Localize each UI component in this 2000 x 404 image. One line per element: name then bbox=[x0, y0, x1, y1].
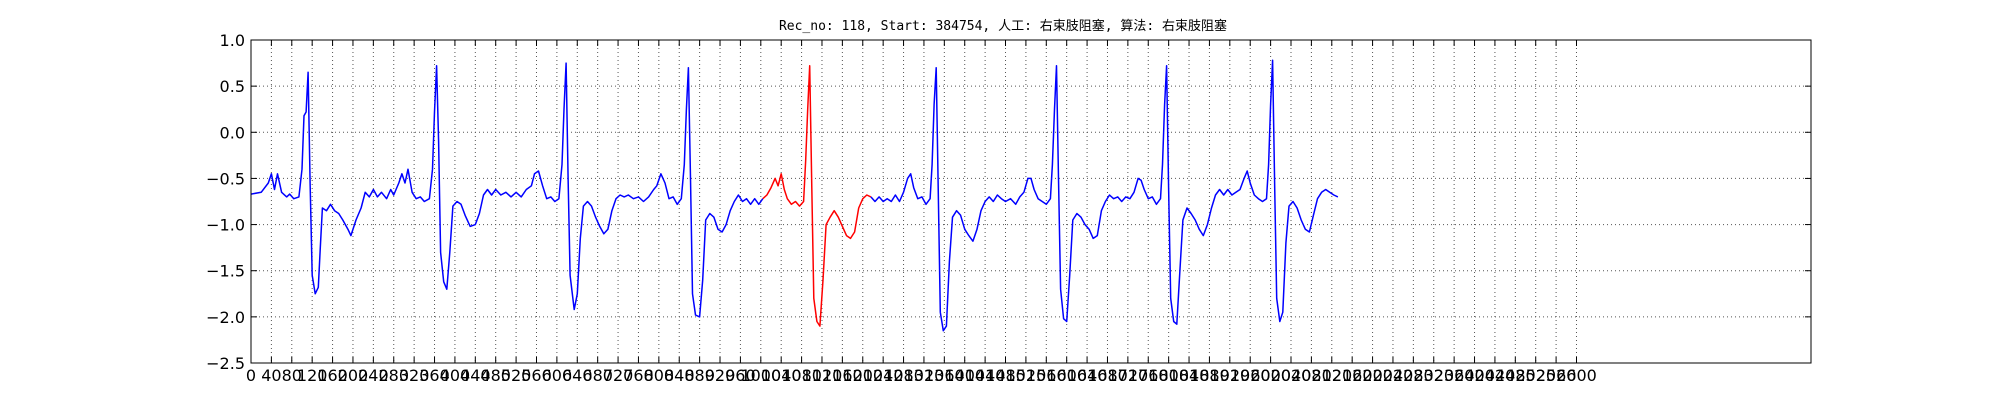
x-tick-label: 1760 bbox=[1128, 366, 1169, 385]
x-tick-label: 2080 bbox=[1291, 366, 1332, 385]
x-tick-label: 1680 bbox=[1087, 366, 1128, 385]
series-line-1 bbox=[762, 65, 872, 327]
x-tick-label: 2200 bbox=[1352, 366, 1393, 385]
y-axis-ticks: 1.0 0.5 0.0 −0.5 −1.0 −1.5 −2.0 −2.5 bbox=[206, 31, 1811, 373]
x-tick-label: 1640 bbox=[1067, 366, 1108, 385]
x-tick-label: 1200 bbox=[842, 366, 883, 385]
x-tick-label: 2160 bbox=[1332, 366, 1373, 385]
x-tick-label: 1040 bbox=[761, 366, 802, 385]
x-axis-ticks: 0 40 8012016020024028032036040044048052056… bbox=[246, 40, 1597, 385]
x-tick-label: 2560 bbox=[1536, 366, 1577, 385]
x-tick-label: 2000 bbox=[1250, 366, 1291, 385]
x-tick-label: 1360 bbox=[924, 366, 965, 385]
x-tick-label: 240 bbox=[358, 366, 389, 385]
x-tick-label: 1960 bbox=[1230, 366, 1271, 385]
x-tick-label: 1000 bbox=[740, 366, 781, 385]
y-tick-label: 0.0 bbox=[220, 123, 245, 142]
x-tick-label: 840 bbox=[664, 366, 695, 385]
x-tick-label: 2280 bbox=[1393, 366, 1434, 385]
x-tick-label: 560 bbox=[521, 366, 552, 385]
x-tick-label: 2040 bbox=[1271, 366, 1312, 385]
x-tick-label: 2480 bbox=[1495, 366, 1536, 385]
x-tick-label: 520 bbox=[501, 366, 532, 385]
x-tick-label: 1880 bbox=[1189, 366, 1230, 385]
x-tick-label: 1400 bbox=[944, 366, 985, 385]
x-tick-label: 2320 bbox=[1413, 366, 1454, 385]
x-tick-label: 1280 bbox=[883, 366, 924, 385]
x-tick-label: 2120 bbox=[1311, 366, 1352, 385]
x-tick-label: 1520 bbox=[1006, 366, 1047, 385]
x-tick-label: 760 bbox=[623, 366, 654, 385]
series-line-0 bbox=[250, 62, 764, 318]
x-tick-label: 1080 bbox=[781, 366, 822, 385]
x-tick-label: 400 bbox=[440, 366, 471, 385]
x-tick-label: 360 bbox=[419, 366, 450, 385]
x-tick-label: 1600 bbox=[1046, 366, 1087, 385]
plot-frame bbox=[250, 39, 1812, 364]
x-tick-label: 720 bbox=[603, 366, 634, 385]
x-tick-label: 120 bbox=[297, 366, 328, 385]
x-tick-label: 1320 bbox=[904, 366, 945, 385]
y-tick-label: 0.5 bbox=[220, 77, 245, 96]
x-tick-label: 2360 bbox=[1434, 366, 1475, 385]
x-tick-label: 280 bbox=[378, 366, 409, 385]
x-tick-label: 440 bbox=[460, 366, 491, 385]
x-tick-label: 40 bbox=[261, 366, 281, 385]
x-tick-label: 1480 bbox=[985, 366, 1026, 385]
x-tick-label: 0 bbox=[246, 366, 256, 385]
series-line-2 bbox=[870, 59, 1339, 332]
x-tick-label: 880 bbox=[684, 366, 715, 385]
y-tick-label: −1.0 bbox=[206, 216, 245, 235]
x-tick-label: 2240 bbox=[1373, 366, 1414, 385]
x-tick-label: 1440 bbox=[965, 366, 1006, 385]
x-tick-label: 480 bbox=[480, 366, 511, 385]
x-tick-label: 2440 bbox=[1475, 366, 1516, 385]
y-tick-label: −1.5 bbox=[206, 262, 245, 281]
x-tick-label: 2520 bbox=[1515, 366, 1556, 385]
x-tick-label: 1560 bbox=[1026, 366, 1067, 385]
x-tick-label: 600 bbox=[542, 366, 573, 385]
x-tick-label: 160 bbox=[317, 366, 348, 385]
x-tick-label: 1160 bbox=[822, 366, 863, 385]
x-tick-label: 1840 bbox=[1169, 366, 1210, 385]
x-tick-label: 920 bbox=[705, 366, 736, 385]
x-tick-label: 1720 bbox=[1108, 366, 1149, 385]
x-tick-label: 1800 bbox=[1148, 366, 1189, 385]
grid-layer bbox=[251, 40, 1811, 363]
x-tick-label: 80 bbox=[282, 366, 302, 385]
y-tick-label: −2.0 bbox=[206, 308, 245, 327]
x-tick-label: 320 bbox=[399, 366, 430, 385]
chart-title: Rec_no: 118, Start: 384754, 人工: 右束肢阻塞, 算… bbox=[779, 18, 1227, 34]
x-tick-label: 2600 bbox=[1556, 366, 1597, 385]
series-layer bbox=[250, 59, 1339, 332]
x-tick-label: 960 bbox=[725, 366, 756, 385]
x-tick-label: 800 bbox=[644, 366, 675, 385]
x-tick-label: 200 bbox=[338, 366, 369, 385]
y-tick-label: −0.5 bbox=[206, 169, 245, 188]
x-tick-label: 1120 bbox=[802, 366, 843, 385]
x-tick-label: 640 bbox=[562, 366, 593, 385]
x-tick-label: 680 bbox=[582, 366, 613, 385]
x-tick-label: 1920 bbox=[1209, 366, 1250, 385]
x-tick-label: 2400 bbox=[1454, 366, 1495, 385]
y-tick-label: 1.0 bbox=[220, 31, 245, 50]
y-tick-label: −2.5 bbox=[206, 354, 245, 373]
x-tick-label: 1240 bbox=[863, 366, 904, 385]
